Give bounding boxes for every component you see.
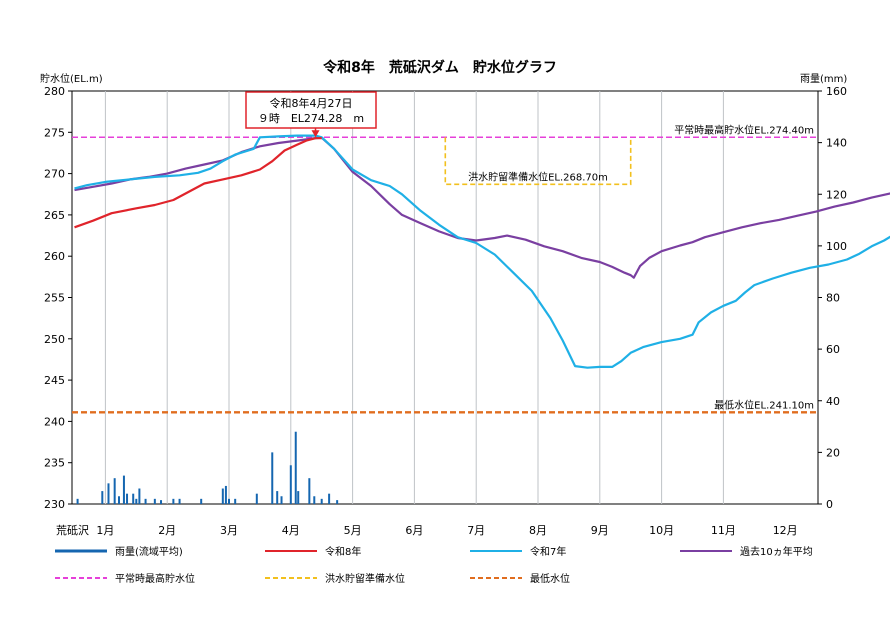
x-tick-label: 9月: [591, 524, 609, 537]
annotation-box: [245, 91, 377, 129]
series-line-r8: [74, 137, 322, 229]
y2-tick-label: 80: [826, 292, 840, 305]
y2-axis-label: 雨量(mm): [800, 73, 847, 85]
legend-label: 過去10ヵ年平均: [740, 545, 813, 558]
legend-label: 令和8年: [325, 545, 361, 558]
y2-tick-label: 60: [826, 343, 840, 356]
rainfall-bar: [294, 431, 297, 504]
rainfall-bar: [308, 478, 311, 504]
rainfall-bar: [313, 496, 316, 504]
rainfall-bar: [76, 498, 79, 504]
reference-line-label: 最低水位EL.241.10m: [714, 398, 814, 411]
y2-tick-label: 160: [826, 85, 847, 98]
y-tick-label: 240: [44, 415, 65, 428]
y-tick-label: 270: [44, 168, 65, 181]
y2-tick-label: 140: [826, 137, 847, 150]
series-line-r7: [74, 134, 890, 369]
rainfall-bar: [297, 491, 300, 504]
x-tick-label: 7月: [467, 524, 485, 537]
rainfall-bar: [221, 488, 224, 504]
y-tick-label: 245: [44, 374, 65, 387]
y-tick-label: 260: [44, 250, 65, 263]
y-tick-label: 250: [44, 333, 65, 346]
plot-frame: [71, 90, 819, 505]
rainfall-bar: [276, 491, 279, 504]
rainfall-bar: [320, 498, 323, 504]
legend-label: 令和7年: [530, 545, 566, 558]
x-tick-label: 1月: [96, 524, 114, 537]
rainfall-bar: [135, 498, 138, 504]
rainfall-bar: [117, 496, 120, 504]
reference-line-label: 平常時最高貯水位EL.274.40m: [674, 123, 814, 136]
x-tick-label: 10月: [649, 524, 674, 537]
rainfall-bar: [336, 500, 339, 504]
rainfall-bar: [178, 498, 181, 504]
annotation-line: ９時 EL274.28 m: [258, 112, 364, 125]
x-tick-label: 8月: [529, 524, 547, 537]
rainfall-bar: [328, 493, 331, 504]
legend-label: 平常時最高貯水位: [115, 572, 195, 585]
rainfall-bar: [234, 498, 237, 504]
y2-tick-label: 20: [826, 446, 840, 459]
rainfall-bar: [228, 498, 230, 504]
x-axis-label: 荒砥沢: [56, 523, 89, 537]
y-tick-label: 230: [44, 498, 65, 511]
y2-tick-label: 0: [826, 498, 833, 511]
flood-storage-level-line: [444, 137, 632, 186]
y-tick-label: 235: [44, 457, 65, 470]
rainfall-bar: [113, 478, 116, 504]
x-tick-label: 11月: [711, 524, 736, 537]
legend-label: 洪水貯留準備水位: [325, 572, 405, 585]
x-tick-label: 3月: [220, 524, 238, 537]
rainfall-bar: [289, 465, 292, 504]
y-tick-label: 255: [44, 292, 65, 305]
legend-label: 最低水位: [530, 572, 570, 585]
rainfall-bar: [255, 493, 258, 504]
x-tick-label: 4月: [282, 524, 300, 537]
annotation-arrowhead: [311, 130, 320, 138]
rainfall-bar: [200, 498, 203, 504]
rainfall-bar: [101, 491, 104, 504]
series-line-10yr-average: [74, 136, 890, 279]
chart-title: 令和8年 荒砥沢ダム 貯水位グラフ: [322, 59, 557, 76]
y2-tick-label: 120: [826, 188, 847, 201]
legend-label: 雨量(流域平均): [115, 545, 183, 558]
rainfall-bar: [122, 475, 125, 504]
rainfall-bar: [160, 500, 163, 504]
rainfall-bar: [144, 498, 147, 504]
rainfall-bar: [153, 498, 156, 504]
rainfall-bar: [280, 496, 283, 504]
x-tick-label: 12月: [773, 524, 798, 537]
y-tick-label: 280: [44, 85, 65, 98]
rainfall-bar: [271, 452, 274, 504]
y-tick-label: 265: [44, 209, 65, 222]
y-tick-label: 275: [44, 126, 65, 139]
reference-line-label: 洪水貯留準備水位EL.268.70m: [468, 170, 608, 183]
x-tick-label: 5月: [344, 524, 362, 537]
x-tick-label: 6月: [405, 524, 423, 537]
y-axis-label: 貯水位(EL.m): [40, 72, 103, 85]
rainfall-bar: [132, 493, 135, 504]
rainfall-bar: [172, 498, 175, 504]
x-tick-label: 2月: [158, 524, 176, 537]
y2-tick-label: 40: [826, 395, 840, 408]
annotation-line: 令和8年4月27日: [270, 96, 353, 110]
rainfall-bar: [126, 493, 129, 504]
rainfall-bar: [107, 483, 110, 504]
y2-tick-label: 100: [826, 240, 847, 253]
rainfall-bar: [224, 485, 227, 504]
rainfall-bar: [138, 488, 141, 504]
